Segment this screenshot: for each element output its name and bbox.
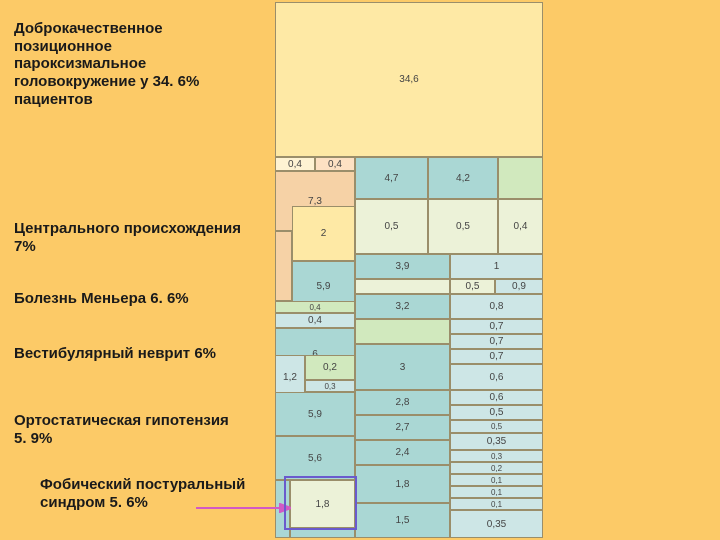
treemap-cell: 0,35 [450, 510, 543, 538]
treemap-cell: 4,7 [355, 157, 428, 199]
treemap-cell: 0,1 [450, 486, 543, 498]
treemap-cell: 5,6 [275, 436, 355, 480]
treemap-cell: 1,8 [355, 465, 450, 503]
treemap-cell [290, 528, 355, 538]
treemap-cell: 0,6 [450, 390, 543, 405]
treemap-cell: 3 [355, 344, 450, 390]
diagnosis-label: Ортостатическая гипотензия 5. 9% [14, 412, 244, 447]
treemap-cell: 0,9 [495, 279, 543, 294]
treemap-cell: 0,4 [498, 199, 543, 254]
treemap-cell: 1 [450, 254, 543, 279]
treemap-cell: 0,1 [450, 498, 543, 510]
treemap-cell: 2,7 [355, 415, 450, 440]
treemap-cell: 2,4 [355, 440, 450, 465]
diagnosis-label: Болезнь Меньера 6. 6% [14, 290, 244, 308]
treemap-cell: 1,5 [355, 503, 450, 538]
treemap-cell: 2,8 [355, 390, 450, 415]
treemap-cell: 0,4 [275, 157, 315, 171]
diagnosis-label: Центрального происхождения 7% [14, 220, 244, 255]
treemap-cell: 0,4 [275, 313, 355, 328]
treemap-cell [498, 157, 543, 199]
treemap-cell: 3,2 [355, 294, 450, 319]
treemap-cell: 0,5 [428, 199, 498, 254]
arrow-pointer [196, 503, 291, 513]
treemap-cell [275, 231, 292, 301]
treemap-cell: 0,1 [450, 474, 543, 486]
treemap-cell: 0,35 [450, 433, 543, 450]
diagnosis-label: Вестибулярный неврит 6% [14, 345, 244, 363]
treemap-cell: 34,6 [275, 2, 543, 157]
treemap-cell: 0,2 [305, 355, 355, 380]
treemap-cell: 0,5 [450, 405, 543, 420]
treemap-cell: 0,4 [275, 301, 355, 313]
treemap-cell: 1,8 [290, 480, 355, 528]
treemap-cell: 0,3 [305, 380, 355, 392]
diagnosis-label: Доброкачественное позиционное пароксизма… [14, 20, 244, 108]
treemap-cell [355, 319, 450, 344]
treemap-cell: 4,2 [428, 157, 498, 199]
treemap-cell: 5,9 [275, 392, 355, 436]
treemap-cell: 3,9 [355, 254, 450, 279]
treemap-cell: 0,5 [355, 199, 428, 254]
treemap-cell: 0,2 [450, 462, 543, 474]
treemap-cell: 0,8 [450, 294, 543, 319]
treemap-cell: 0,3 [450, 450, 543, 462]
treemap: 34,60,40,47,325,90,40,44,74,20,50,50,43,… [275, 2, 543, 538]
treemap-cell: 0,5 [450, 279, 495, 294]
treemap-cell: 0,7 [450, 319, 543, 334]
treemap-cell: 0,6 [450, 364, 543, 390]
treemap-cell: 2 [292, 206, 355, 261]
treemap-cell: 0,4 [315, 157, 355, 171]
treemap-cell: 0,5 [450, 420, 543, 433]
treemap-cell [355, 279, 450, 294]
treemap-cell: 0,7 [450, 349, 543, 364]
treemap-cell: 0,7 [450, 334, 543, 349]
